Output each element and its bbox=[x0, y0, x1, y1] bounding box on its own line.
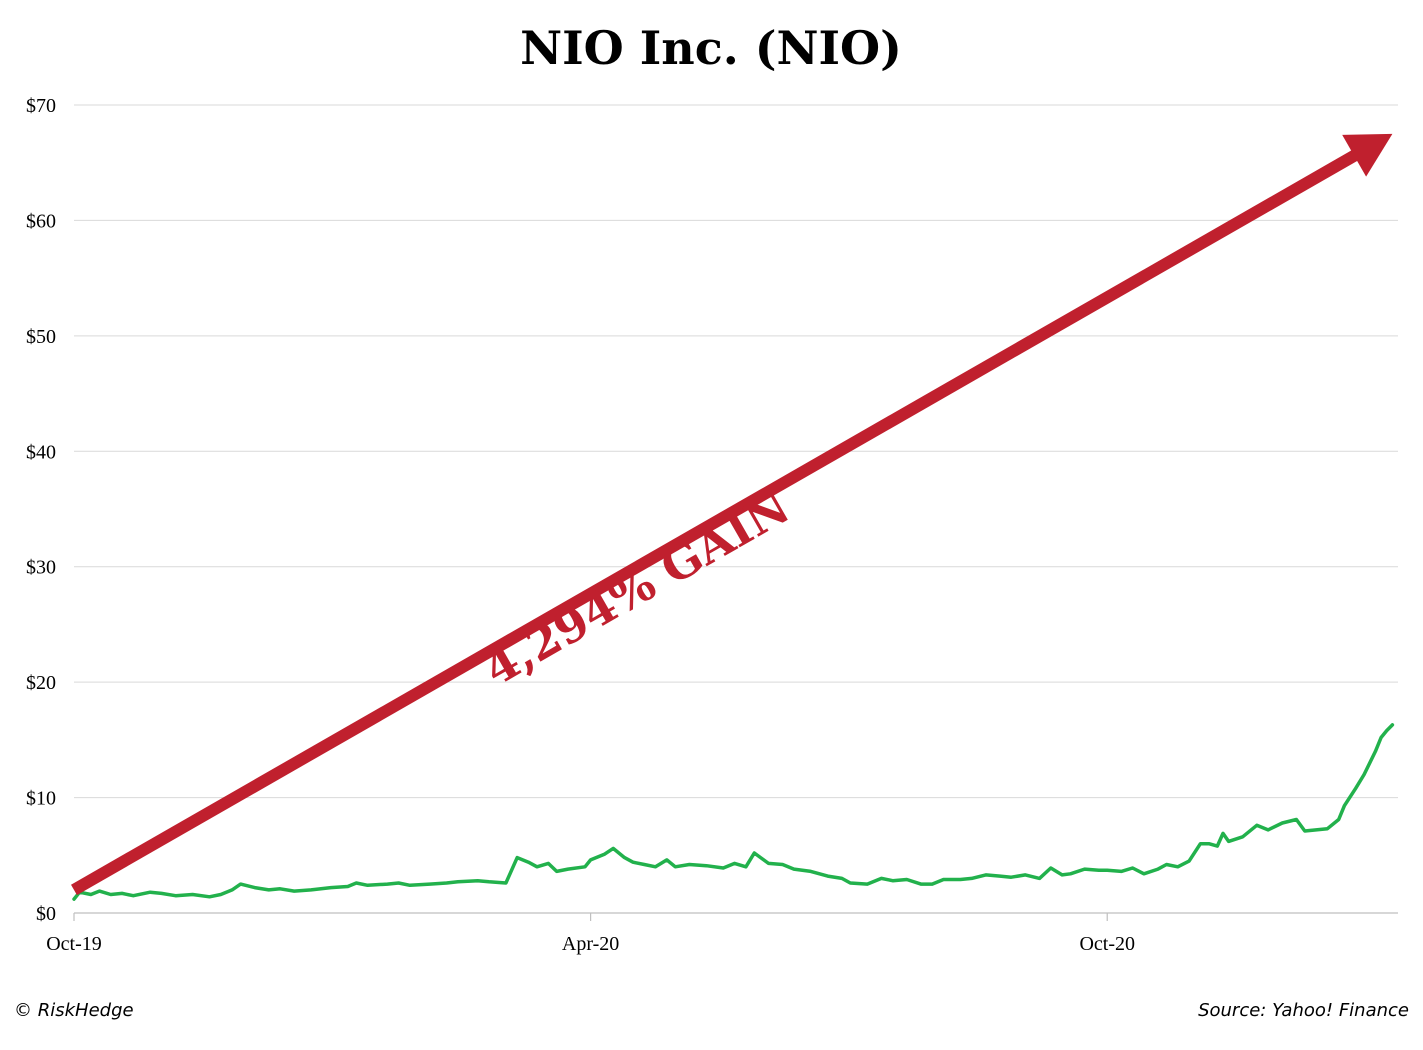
x-tick-label: Oct-19 bbox=[46, 933, 102, 955]
y-tick-label: $40 bbox=[26, 441, 56, 463]
y-tick-label: $0 bbox=[36, 903, 56, 925]
gain-annotation-label: 4,294% GAIN bbox=[475, 479, 799, 696]
line-chart: NIO Inc. (NIO) $0 $10 $20 $30 $40 $50 $60 $70 O… bbox=[26, 21, 1398, 955]
x-tick-label: Apr-20 bbox=[562, 933, 619, 955]
gain-arrow-head bbox=[1342, 133, 1393, 177]
y-tick-label: $60 bbox=[26, 210, 56, 232]
y-tick-label: $30 bbox=[26, 557, 56, 579]
y-tick-label: $10 bbox=[26, 788, 56, 810]
y-tick-label: $70 bbox=[26, 95, 56, 117]
source-credit: Source: Yahoo! Finance bbox=[1198, 1000, 1409, 1021]
copyright-text: © RiskHedge bbox=[14, 1000, 134, 1021]
annotation-layer: 4,294% GAIN bbox=[71, 133, 1393, 896]
x-axis-ticks: Oct-19 Apr-20 Oct-20 bbox=[46, 913, 1135, 955]
y-axis-ticks: $0 $10 $20 $30 $40 $50 $60 $70 bbox=[26, 95, 56, 925]
x-tick-label: Oct-20 bbox=[1079, 933, 1135, 955]
gain-arrow-shaft bbox=[71, 149, 1359, 896]
chart-title: NIO Inc. (NIO) bbox=[520, 21, 902, 75]
price-line bbox=[72, 723, 1395, 901]
series-layer bbox=[72, 723, 1395, 901]
gridlines bbox=[74, 104, 1398, 914]
y-tick-label: $20 bbox=[26, 672, 56, 694]
y-tick-label: $50 bbox=[26, 326, 56, 348]
